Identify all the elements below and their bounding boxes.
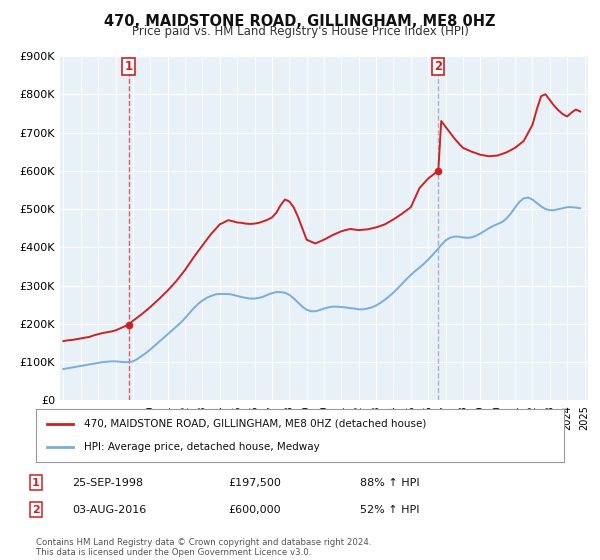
Text: £197,500: £197,500 xyxy=(228,478,281,488)
Text: 2: 2 xyxy=(32,505,40,515)
Text: 1: 1 xyxy=(125,60,133,73)
Text: 03-AUG-2016: 03-AUG-2016 xyxy=(72,505,146,515)
Text: 2: 2 xyxy=(434,60,442,73)
Text: 88% ↑ HPI: 88% ↑ HPI xyxy=(360,478,419,488)
Text: £600,000: £600,000 xyxy=(228,505,281,515)
Text: HPI: Average price, detached house, Medway: HPI: Average price, detached house, Medw… xyxy=(83,442,319,452)
Text: 470, MAIDSTONE ROAD, GILLINGHAM, ME8 0HZ (detached house): 470, MAIDSTONE ROAD, GILLINGHAM, ME8 0HZ… xyxy=(83,419,426,429)
Text: 1: 1 xyxy=(32,478,40,488)
Text: 52% ↑ HPI: 52% ↑ HPI xyxy=(360,505,419,515)
Text: 25-SEP-1998: 25-SEP-1998 xyxy=(72,478,143,488)
Text: Contains HM Land Registry data © Crown copyright and database right 2024.
This d: Contains HM Land Registry data © Crown c… xyxy=(36,538,371,557)
Text: Price paid vs. HM Land Registry's House Price Index (HPI): Price paid vs. HM Land Registry's House … xyxy=(131,25,469,38)
Text: 470, MAIDSTONE ROAD, GILLINGHAM, ME8 0HZ: 470, MAIDSTONE ROAD, GILLINGHAM, ME8 0HZ xyxy=(104,14,496,29)
